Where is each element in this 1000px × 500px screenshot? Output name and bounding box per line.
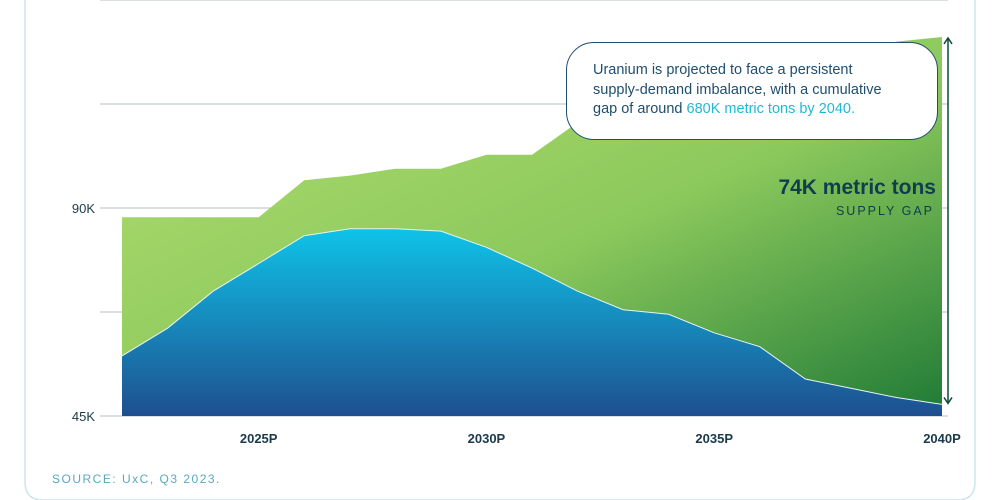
- gap-value-label: 74K metric tons: [778, 176, 936, 199]
- callout-line-2: supply-demand imbalance, with a cumulati…: [593, 81, 882, 98]
- gap-arrow-head-bottom: [943, 397, 953, 405]
- y-tick-label: 45K: [72, 409, 95, 424]
- x-tick-label: 2030P: [468, 431, 506, 446]
- supply-line: [121, 228, 943, 405]
- callout-line-3: gap of around 680K metric tons by 2040.: [593, 100, 917, 120]
- x-tick-label: 2035P: [695, 431, 733, 446]
- source-note: SOURCE: UxC, Q3 2023.: [52, 472, 221, 486]
- callout-highlight: 680K metric tons by 2040.: [686, 101, 855, 117]
- callout-line-1: Uranium is projected to face a persisten…: [593, 62, 853, 78]
- callout-box: Uranium is projected to face a persisten…: [566, 42, 938, 140]
- gap-arrow-head-top: [943, 36, 953, 45]
- y-tick-label: 90K: [72, 201, 95, 216]
- gap-caption-label: SUPPLY GAP: [835, 204, 934, 218]
- supply-gap-arrow: [943, 36, 953, 405]
- axes: 45K 90K 2025P 2030P 2035P 2040P: [72, 201, 961, 446]
- callout-line-3-prefix: gap of around: [593, 101, 687, 117]
- x-tick-label: 2040P: [923, 431, 961, 446]
- x-tick-label: 2025P: [240, 431, 278, 446]
- supply-area: [122, 228, 942, 416]
